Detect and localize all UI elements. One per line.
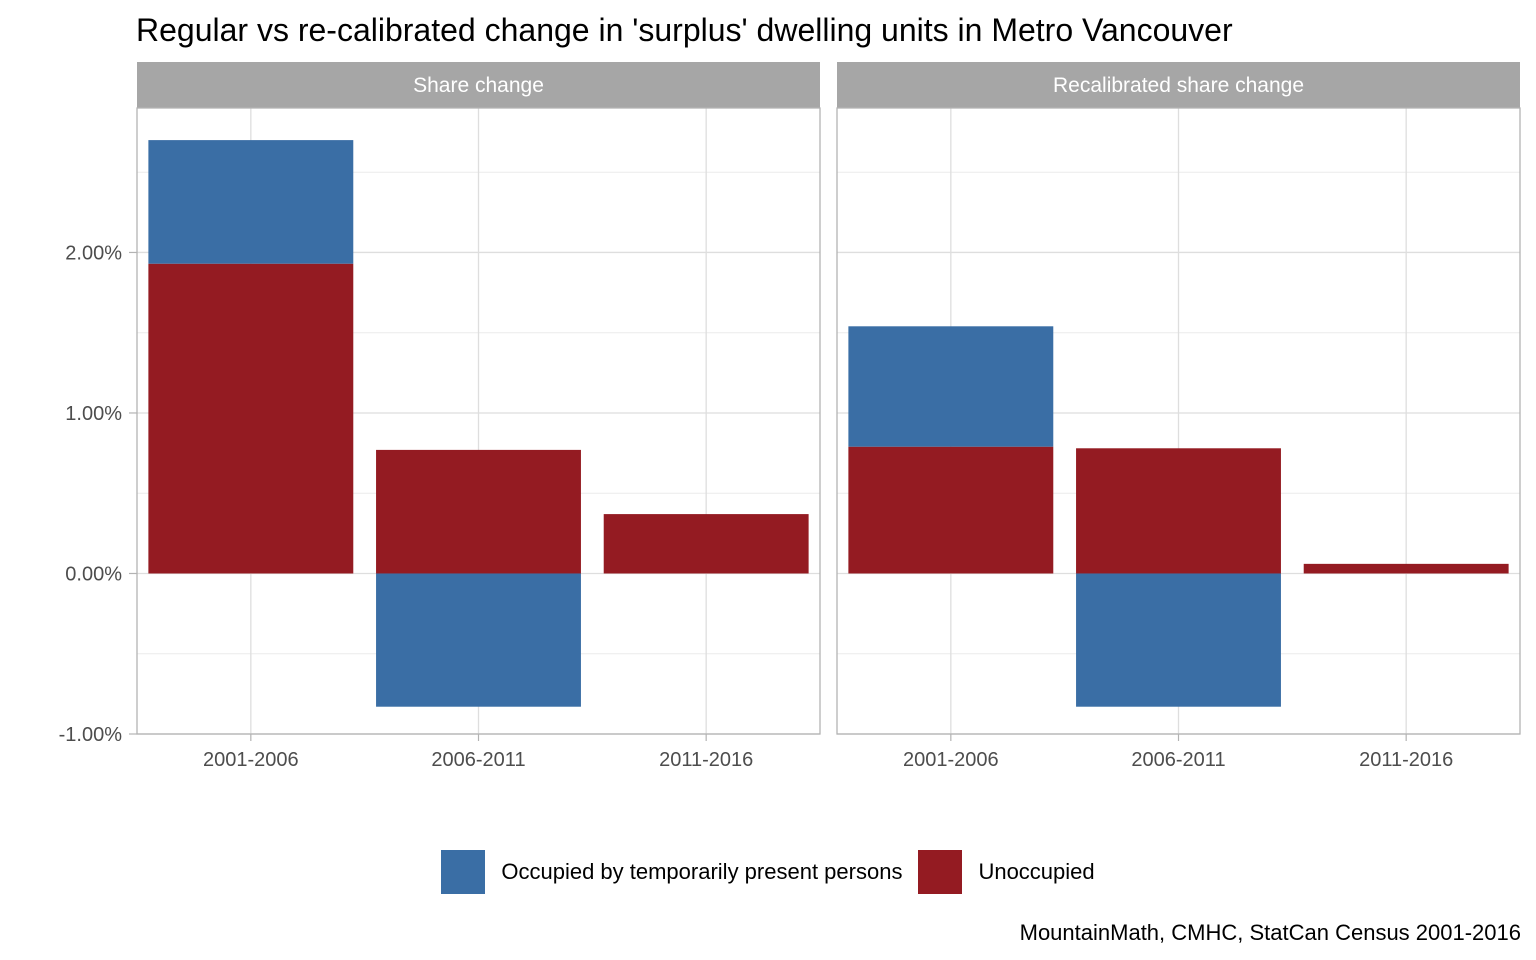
chart-legend: Occupied by temporarily present persons …: [0, 850, 1536, 894]
x-tick-label: 2001-2006: [903, 749, 999, 771]
x-tick-label: 2006-2011: [431, 749, 525, 771]
y-tick-label: 1.00%: [65, 403, 122, 425]
facet-strip: [137, 62, 820, 108]
legend-swatch-occupied-temporary: [441, 850, 486, 894]
facet-strip-label: Share change: [413, 74, 544, 97]
bar-unoccupied-2011-2016: [603, 514, 809, 574]
legend-item-unoccupied: Unoccupied: [918, 850, 1095, 894]
legend-item-occupied-temporary: Occupied by temporarily present persons: [441, 850, 902, 894]
bar-occupied-by-temporarily-present-persons-2006-2011: [376, 573, 581, 707]
x-tick-label: 2001-2006: [203, 749, 299, 771]
x-tick-label: 2011-2016: [1359, 749, 1453, 771]
bar-unoccupied-2006-2011: [1076, 448, 1281, 574]
y-tick-label: 2.00%: [65, 242, 122, 264]
bar-occupied-by-temporarily-present-persons-2001-2006: [848, 326, 1054, 447]
bar-unoccupied-2011-2016: [1303, 563, 1509, 574]
y-tick-label: -1.00%: [59, 724, 123, 746]
bar-unoccupied-2001-2006: [848, 446, 1054, 574]
legend-label-unoccupied: Unoccupied: [978, 859, 1095, 884]
x-tick-label: 2011-2016: [659, 749, 753, 771]
facet-strip: [837, 62, 1520, 108]
bar-unoccupied-2006-2011: [376, 449, 581, 574]
bar-unoccupied-2001-2006: [148, 263, 354, 574]
y-tick-label: 0.00%: [65, 563, 122, 585]
chart-caption: MountainMath, CMHC, StatCan Census 2001-…: [1019, 920, 1521, 945]
bar-occupied-by-temporarily-present-persons-2006-2011: [1076, 573, 1281, 707]
x-tick-label: 2006-2011: [1131, 749, 1225, 771]
legend-swatch-unoccupied: [918, 850, 963, 894]
facet-strip-label: Recalibrated share change: [1053, 74, 1304, 97]
legend-label-occupied-temporary: Occupied by temporarily present persons: [501, 859, 903, 884]
chart-title: Regular vs re-calibrated change in 'surp…: [136, 12, 1233, 48]
bar-occupied-by-temporarily-present-persons-2001-2006: [148, 140, 354, 264]
